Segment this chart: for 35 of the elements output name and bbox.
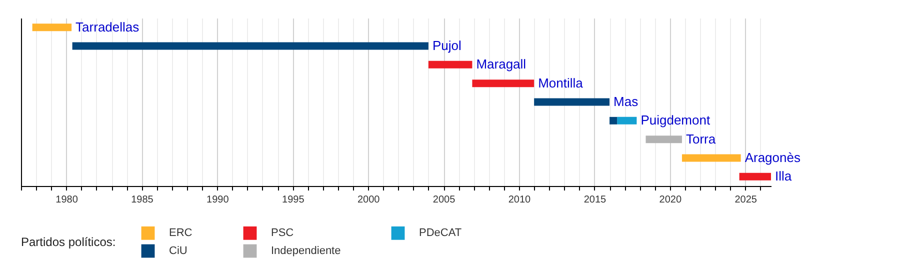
bar xyxy=(682,154,741,162)
x-tick-label: 1995 xyxy=(282,194,305,206)
y-tick-label: Mas xyxy=(614,94,639,109)
bar xyxy=(32,24,72,32)
x-tick-label: 2025 xyxy=(734,194,758,206)
y-tick-label: Montilla xyxy=(538,75,584,90)
bar xyxy=(610,116,618,124)
legend-label: ERC xyxy=(169,227,192,240)
x-tick-label: 2000 xyxy=(357,194,380,206)
legend-label: PSC xyxy=(271,227,294,240)
y-tick-label: Puigdemont xyxy=(640,112,710,128)
x-tick-label: 1980 xyxy=(56,194,78,206)
x-tick-label: 2020 xyxy=(659,194,682,206)
y-tick-label: Illa xyxy=(775,168,792,184)
x-tick-label: 2010 xyxy=(508,194,532,206)
x-tick-label: 2005 xyxy=(432,194,456,206)
legend-label: PDeCAT xyxy=(419,227,462,240)
bar xyxy=(472,80,534,88)
y-tick-label: Aragonès xyxy=(744,150,801,165)
x-tick-label: 2015 xyxy=(584,194,606,206)
legend-label: Independiente xyxy=(271,245,341,257)
bar xyxy=(617,116,637,124)
y-tick-label: Torra xyxy=(686,131,716,146)
y-tick-label: Pujol xyxy=(432,38,462,53)
x-tick-label: 1985 xyxy=(131,194,154,206)
bar xyxy=(534,98,610,106)
legend-title: Partidos políticos: xyxy=(21,235,116,249)
bar xyxy=(646,136,682,144)
bar xyxy=(72,42,428,50)
bar xyxy=(739,172,771,180)
bar xyxy=(428,60,472,68)
legend-label: CiU xyxy=(169,245,188,257)
x-tick-label: 1990 xyxy=(206,194,230,206)
y-tick-label: Maragall xyxy=(476,56,526,72)
y-tick-label: Tarradellas xyxy=(76,19,140,34)
